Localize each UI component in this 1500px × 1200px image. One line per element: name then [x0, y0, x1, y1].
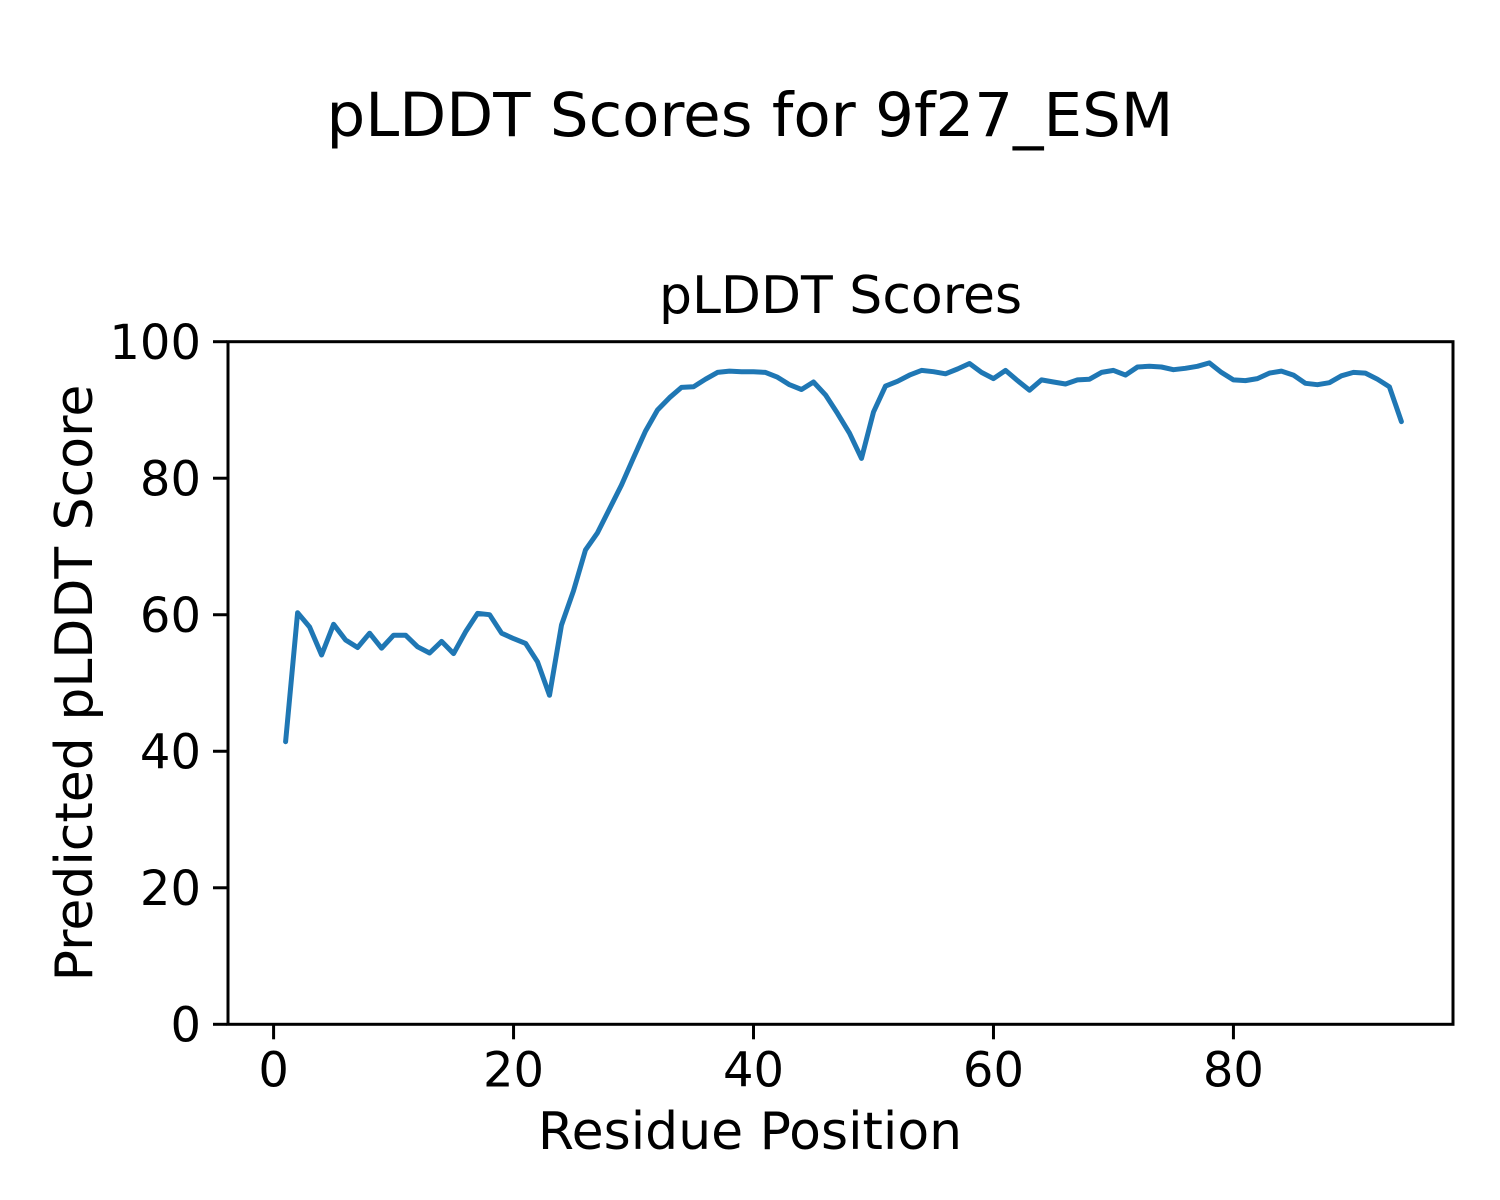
axes-title: pLDDT Scores: [658, 266, 1023, 326]
y-tick-label: 80: [140, 452, 201, 508]
y-tick-label: 60: [140, 588, 201, 644]
plddt-score-line: [283, 360, 1404, 745]
x-tick-label: 60: [963, 1042, 1024, 1098]
y-tick-label: 100: [109, 315, 201, 371]
x-tick-label: 40: [723, 1042, 784, 1098]
figure-title: pLDDT Scores for 9f27_ESM: [326, 80, 1174, 151]
axes-spines: [226, 340, 1455, 1026]
y-tick-label: 20: [140, 861, 201, 917]
x-axis-label: Residue Position: [537, 1102, 963, 1162]
x-tick-label: 0: [258, 1042, 289, 1098]
x-tick-label: 20: [483, 1042, 544, 1098]
y-tick-label: 40: [140, 725, 201, 781]
x-tick-label: 80: [1203, 1042, 1264, 1098]
y-tick-label: 0: [170, 998, 201, 1054]
y-axis-label: Predicted pLDDT Score: [45, 384, 105, 982]
